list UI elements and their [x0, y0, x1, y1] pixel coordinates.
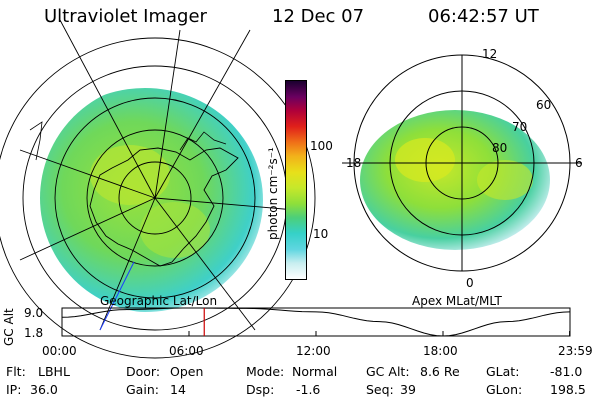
glat-value: -81.0: [550, 364, 583, 379]
date-label: 12 Dec 07: [272, 6, 365, 27]
mlat-label-70: 70: [512, 120, 528, 134]
gcalt-label: GC Alt:: [366, 364, 410, 379]
intensity-colorbar: [285, 80, 307, 280]
time-tick-0: 00:00: [42, 344, 77, 358]
mlt-label-noon: 12: [482, 47, 498, 61]
mlt-label-midnight: 0: [466, 276, 474, 290]
alt-ytick-top: 9.0: [24, 306, 44, 320]
gain-label: Gain:: [126, 382, 159, 397]
coastline: [89, 147, 239, 267]
seq-value: 39: [400, 382, 416, 397]
altitude-curve: [61, 307, 570, 337]
dsp-label: Dsp:: [246, 382, 275, 397]
flt-value: LBHL: [38, 364, 70, 379]
glat-label: GLat:: [486, 364, 520, 379]
mode-value: Normal: [292, 364, 338, 379]
time-tick-12: 12:00: [296, 344, 331, 358]
instrument-title: Ultraviolet Imager: [44, 6, 207, 27]
mlt-label-dusk: 18: [346, 156, 362, 170]
dsp-value: -1.6: [296, 382, 321, 397]
time-tick-24: 23:59: [558, 344, 593, 358]
magnetic-emission: [360, 110, 550, 250]
ip-label: IP:: [6, 382, 22, 397]
ip-value: 36.0: [30, 382, 58, 397]
time-tick-18: 18:00: [423, 344, 458, 358]
glon-label: GLon:: [486, 382, 523, 397]
mlat-label-60: 60: [536, 98, 552, 112]
seq-label: Seq:: [366, 382, 394, 397]
flt-label: Flt:: [6, 364, 26, 379]
gain-value: 14: [170, 382, 186, 397]
geographic-emission: [40, 88, 263, 312]
time-label: 06:42:57 UT: [428, 6, 539, 27]
door-label: Door:: [126, 364, 161, 379]
gcalt-value: 8.6 Re: [420, 364, 460, 379]
time-tick-6: 06:00: [169, 344, 204, 358]
colorbar-tick-10: 10: [313, 227, 329, 241]
alt-ytick-bottom: 1.8: [24, 326, 44, 340]
mlt-label-dawn: 6: [575, 156, 583, 170]
glon-value: 198.5: [550, 382, 586, 397]
mlat-label-80: 80: [492, 141, 508, 155]
magnetic-caption: Apex MLat/MLT: [412, 294, 502, 308]
door-value: Open: [170, 364, 204, 379]
magnetic-grid: [342, 54, 582, 272]
geographic-grid: [0, 19, 316, 359]
colorbar-tick-100: 100: [310, 139, 333, 153]
geographic-caption: Geographic Lat/Lon: [100, 294, 218, 308]
mode-label: Mode:: [246, 364, 285, 379]
